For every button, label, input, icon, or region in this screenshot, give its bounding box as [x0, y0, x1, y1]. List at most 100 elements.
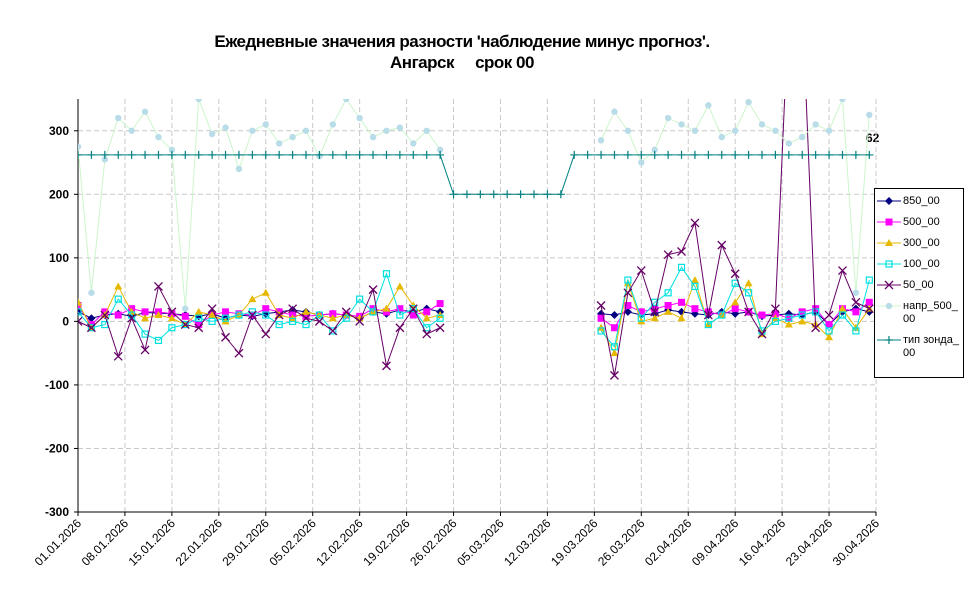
marker — [489, 190, 498, 199]
x-tick-label: 09.04.2026 — [689, 516, 742, 569]
marker — [274, 310, 284, 320]
marker — [194, 307, 203, 315]
x-tick-label: 02.04.2026 — [642, 516, 695, 569]
marker — [650, 150, 659, 159]
marker — [839, 99, 846, 103]
x-tick-label: 19.02.2026 — [360, 516, 413, 569]
marker — [355, 316, 365, 326]
marker — [408, 304, 418, 314]
marker — [771, 150, 780, 159]
marker — [78, 298, 82, 306]
marker — [288, 304, 298, 314]
marker — [731, 150, 740, 159]
marker — [690, 276, 699, 284]
marker — [167, 307, 177, 317]
marker — [234, 150, 243, 159]
marker — [247, 310, 257, 320]
x-tick-label: 08.01.2026 — [79, 516, 132, 569]
x-tick-label: 19.03.2026 — [548, 516, 601, 569]
marker — [86, 323, 96, 333]
marker — [262, 305, 270, 313]
y-tick-label: -200 — [45, 441, 69, 455]
legend-label: напр_500_00 — [903, 300, 958, 325]
marker — [637, 150, 646, 159]
marker — [382, 304, 391, 312]
marker — [838, 304, 847, 312]
marker — [141, 150, 150, 159]
marker — [677, 314, 686, 322]
marker — [78, 308, 82, 316]
marker — [342, 314, 350, 322]
legend-label: 300_00 — [903, 237, 940, 249]
marker — [396, 124, 404, 131]
marker — [650, 307, 660, 317]
marker — [731, 298, 740, 306]
y-tick-label: 0 — [62, 314, 69, 328]
marker — [785, 0, 793, 8]
marker — [409, 305, 417, 313]
marker — [181, 320, 189, 329]
marker — [744, 307, 754, 317]
marker — [409, 150, 418, 159]
marker — [851, 150, 860, 159]
marker — [691, 305, 699, 313]
marker — [396, 311, 404, 319]
marker — [181, 312, 189, 320]
marker — [664, 114, 672, 122]
marker — [772, 127, 779, 134]
marker — [275, 320, 283, 329]
series-line — [78, 266, 870, 348]
marker — [624, 127, 632, 134]
marker — [235, 165, 243, 173]
marker — [770, 304, 780, 314]
marker — [664, 302, 672, 309]
marker — [651, 146, 658, 154]
marker — [113, 351, 123, 361]
marker — [208, 130, 216, 138]
marker — [181, 150, 190, 159]
marker — [423, 127, 430, 134]
marker — [705, 102, 712, 109]
marker — [624, 302, 632, 309]
legend-label: 850_00 — [903, 195, 940, 207]
marker — [315, 150, 324, 159]
marker — [207, 304, 217, 314]
y-tick-label: -100 — [45, 378, 69, 392]
marker — [409, 311, 417, 319]
marker — [610, 343, 619, 351]
x-tick-label: 12.02.2026 — [313, 516, 366, 569]
marker — [677, 247, 686, 256]
marker — [249, 127, 256, 134]
marker — [838, 150, 847, 159]
marker — [114, 295, 122, 303]
marker — [691, 127, 699, 134]
marker — [462, 190, 471, 199]
marker — [396, 305, 404, 313]
marker — [678, 298, 686, 306]
marker — [328, 326, 338, 336]
series-line — [78, 154, 870, 195]
marker — [436, 150, 445, 159]
marker — [395, 150, 404, 159]
marker — [288, 150, 297, 159]
marker — [248, 150, 257, 159]
marker — [168, 324, 176, 332]
x-tick-label: 12.03.2026 — [501, 516, 554, 569]
marker — [784, 320, 793, 328]
marker — [423, 308, 431, 316]
marker — [301, 313, 311, 323]
marker — [261, 329, 271, 339]
y-tick-label: 300 — [49, 124, 69, 138]
marker — [342, 311, 351, 319]
marker — [208, 150, 217, 159]
marker — [812, 121, 819, 128]
marker — [624, 276, 632, 284]
legend-item: 850_00 — [875, 195, 963, 208]
x-tick-label: 16.04.2026 — [736, 516, 789, 569]
marker — [329, 121, 337, 128]
marker — [771, 310, 779, 318]
legend-item: 500_00 — [875, 216, 963, 229]
marker — [78, 316, 83, 326]
y-tick-label: -300 — [45, 505, 69, 519]
